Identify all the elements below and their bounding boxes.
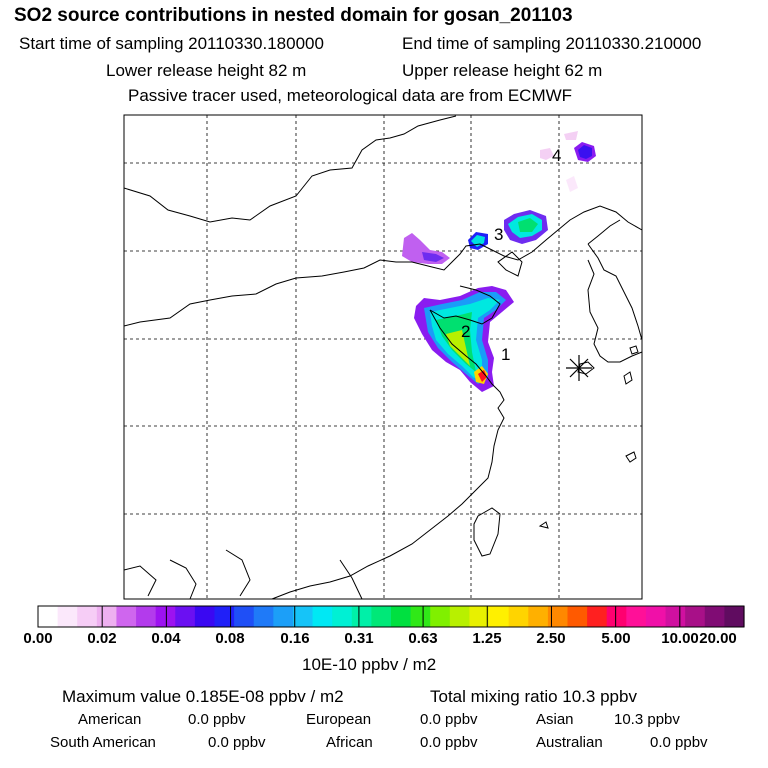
colorbar-swatch: [391, 606, 412, 627]
colorbar-swatch: [430, 606, 451, 627]
colorbar-swatch: [508, 606, 529, 627]
colorbar-swatch: [273, 606, 294, 627]
colorbar-swatch: [645, 606, 667, 627]
source-labels: 1 2 3 4: [461, 146, 561, 364]
region-value: 0.0 ppbv: [188, 711, 246, 728]
region-value: 0.0 ppbv: [650, 734, 708, 751]
region-value: 0.0 ppbv: [420, 711, 478, 728]
colorbar: [38, 606, 745, 627]
region-value: 0.0 ppbv: [208, 734, 266, 751]
colorbar-swatch: [724, 606, 745, 627]
region-value: 10.3 ppbv: [614, 711, 680, 728]
receptor-asterisk-marker: [566, 355, 592, 381]
colorbar-tick-label: 5.00: [601, 630, 631, 647]
colorbar-swatch: [155, 606, 176, 627]
region-name: South American: [50, 734, 156, 751]
colorbar-tick-label: 0.16: [280, 630, 310, 647]
plot-title: SO2 source contributions in nested domai…: [14, 5, 573, 26]
colorbar-swatch: [410, 606, 431, 627]
colorbar-swatch: [292, 606, 314, 627]
colorbar-swatch: [665, 606, 686, 627]
map-frame: [123, 114, 643, 600]
colorbar-swatch: [547, 606, 569, 627]
source-label-4: 4: [552, 146, 561, 165]
colorbar-swatch: [371, 606, 392, 627]
colorbar-tick-label: 0.00: [23, 630, 53, 647]
region-value: 0.0 ppbv: [420, 734, 478, 751]
colorbar-swatch: [567, 606, 588, 627]
end-time: End time of sampling 20110330.210000: [402, 34, 702, 53]
colorbar-tick-label: 0.02: [87, 630, 117, 647]
colorbar-swatch: [234, 606, 255, 627]
colorbar-swatch: [77, 606, 98, 627]
start-time: Start time of sampling 20110330.180000: [19, 34, 324, 53]
maximum-value: Maximum value 0.185E-08 ppbv / m2: [62, 687, 344, 706]
coastlines: [123, 115, 643, 600]
colorbar-frame: [37, 605, 745, 628]
colorbar-swatch: [489, 606, 510, 627]
colorbar-swatch: [685, 606, 706, 627]
colorbar-swatch: [332, 606, 353, 627]
colorbar-tick-label: 1.25: [472, 630, 502, 647]
colorbar-swatch: [38, 606, 59, 627]
colorbar-tick-label: 2.50: [536, 630, 566, 647]
colorbar-tick-label: 0.08: [215, 630, 245, 647]
source-label-3: 3: [494, 225, 503, 244]
region-name: Asian: [536, 711, 574, 728]
upper-release-height: Upper release height 62 m: [402, 61, 603, 80]
region-name: European: [306, 711, 372, 728]
region-name: American: [78, 711, 142, 728]
colorbar-swatch: [175, 606, 196, 627]
source-label-2: 2: [461, 322, 470, 341]
colorbar-unit: 10E-10 ppbv / m2: [302, 655, 437, 674]
concentration-field: [402, 131, 596, 392]
colorbar-swatch: [449, 606, 471, 627]
tracer-note: Passive tracer used, meteorological data…: [128, 86, 573, 105]
colorbar-swatch: [606, 606, 627, 627]
colorbar-swatch: [57, 606, 78, 627]
colorbar-swatch: [704, 606, 725, 627]
colorbar-swatch: [136, 606, 157, 627]
colorbar-swatch: [528, 606, 549, 627]
colorbar-swatch: [312, 606, 333, 627]
colorbar-swatch: [626, 606, 647, 627]
region-name: Australian: [536, 734, 603, 751]
colorbar-swatch: [587, 606, 608, 627]
colorbar-tick-label: 0.31: [344, 630, 374, 647]
total-mixing-ratio: Total mixing ratio 10.3 ppbv: [430, 687, 637, 706]
lower-release-height: Lower release height 82 m: [106, 61, 307, 80]
colorbar-tick-label: 10.00: [661, 630, 699, 647]
colorbar-tick-label: 0.04: [151, 630, 181, 647]
colorbar-swatch: [351, 606, 372, 627]
colorbar-tick-label: 20.00: [699, 630, 737, 647]
region-name: African: [326, 734, 373, 751]
colorbar-swatch: [214, 606, 235, 627]
colorbar-swatch: [253, 606, 274, 627]
colorbar-swatch: [469, 606, 490, 627]
colorbar-swatch: [96, 606, 118, 627]
colorbar-swatch: [116, 606, 137, 627]
source-label-1: 1: [501, 345, 510, 364]
colorbar-tick-label: 0.63: [408, 630, 438, 647]
colorbar-swatch: [194, 606, 216, 627]
